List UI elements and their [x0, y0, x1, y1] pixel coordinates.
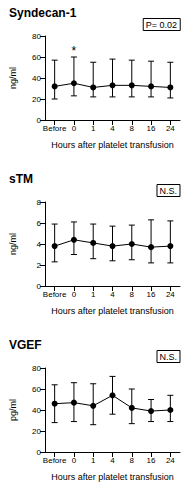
svg-text:80: 80	[32, 364, 41, 373]
svg-text:Syndecan-1: Syndecan-1	[9, 6, 77, 20]
svg-text:1: 1	[91, 124, 96, 133]
svg-text:24: 24	[166, 124, 175, 133]
svg-text:Hours after platelet transfusi: Hours after platelet transfusion	[51, 140, 174, 150]
svg-text:4: 4	[37, 240, 42, 249]
svg-text:8: 8	[37, 198, 42, 207]
svg-text:8: 8	[130, 290, 135, 299]
svg-text:0: 0	[72, 290, 77, 299]
svg-text:0: 0	[37, 448, 42, 457]
svg-text:16: 16	[147, 456, 156, 465]
svg-text:24: 24	[166, 456, 175, 465]
svg-text:Before: Before	[43, 456, 67, 465]
svg-text:24: 24	[166, 290, 175, 299]
svg-text:pg/ml: pg/ml	[8, 399, 18, 421]
svg-text:20: 20	[32, 95, 41, 104]
svg-text:4: 4	[110, 456, 115, 465]
svg-text:20: 20	[32, 427, 41, 436]
svg-text:8: 8	[130, 124, 135, 133]
svg-text:0: 0	[72, 456, 77, 465]
svg-text:8: 8	[130, 456, 135, 465]
svg-text:sTM: sTM	[9, 172, 33, 186]
svg-text:0: 0	[72, 124, 77, 133]
svg-text:Hours after platelet transfusi: Hours after platelet transfusion	[51, 306, 174, 316]
svg-text:0: 0	[37, 116, 42, 125]
svg-text:ng/ml: ng/ml	[8, 233, 18, 255]
svg-text:P= 0.02: P= 0.02	[146, 20, 177, 30]
svg-text:4: 4	[110, 124, 115, 133]
svg-text:1: 1	[91, 290, 96, 299]
svg-text:4: 4	[110, 290, 115, 299]
svg-text:*: *	[72, 44, 77, 58]
svg-text:1: 1	[91, 456, 96, 465]
svg-text:N.S.: N.S.	[159, 352, 177, 362]
svg-text:Before: Before	[43, 124, 67, 133]
svg-text:6: 6	[37, 219, 42, 228]
svg-text:60: 60	[32, 385, 41, 394]
svg-text:80: 80	[32, 32, 41, 41]
svg-text:60: 60	[32, 53, 41, 62]
svg-text:2: 2	[37, 261, 42, 270]
svg-text:VGEF: VGEF	[9, 338, 42, 352]
svg-text:16: 16	[147, 290, 156, 299]
svg-text:0: 0	[37, 282, 42, 291]
svg-text:ng/ml: ng/ml	[8, 67, 18, 89]
svg-text:40: 40	[32, 74, 41, 83]
svg-text:16: 16	[147, 124, 156, 133]
svg-text:40: 40	[32, 406, 41, 415]
svg-text:Hours after platelet transfusi: Hours after platelet transfusion	[51, 472, 174, 482]
svg-text:N.S.: N.S.	[159, 186, 177, 196]
svg-text:Before: Before	[43, 290, 67, 299]
